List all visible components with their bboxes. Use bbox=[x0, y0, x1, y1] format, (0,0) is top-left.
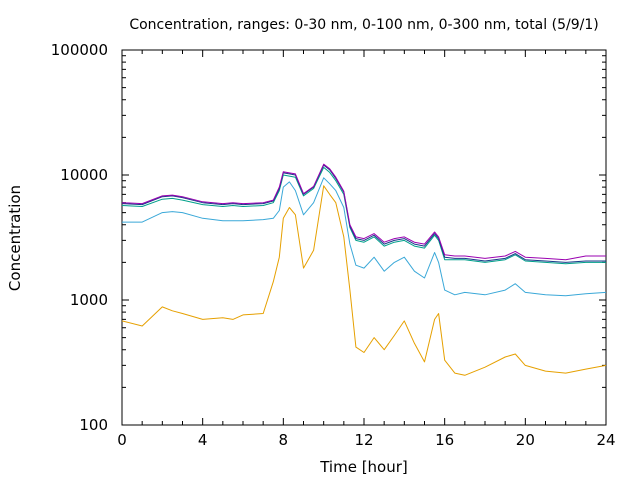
tick-labels: 0 4 8 12 16 20 24 100 1000 10000 100000 bbox=[51, 41, 616, 449]
chart-title: Concentration, ranges: 0-30 nm, 0-100 nm… bbox=[129, 17, 598, 33]
x-tick-label: 8 bbox=[279, 431, 289, 449]
x-axis-label: Time [hour] bbox=[319, 458, 408, 476]
x-tick-label: 4 bbox=[198, 431, 208, 449]
x-tick-label: 0 bbox=[117, 431, 127, 449]
axis-ticks bbox=[121, 49, 607, 426]
series-line-2 bbox=[122, 177, 607, 297]
x-tick-label: 16 bbox=[435, 431, 454, 449]
y-tick-label: 1000 bbox=[70, 291, 108, 309]
y-tick-label: 10000 bbox=[60, 166, 108, 184]
plot-frame bbox=[121, 49, 607, 426]
x-tick-label: 12 bbox=[354, 431, 373, 449]
series-line-5 bbox=[121, 163, 606, 261]
series-line-3 bbox=[121, 166, 606, 265]
y-axis-label: Concentration bbox=[6, 185, 24, 291]
series-line-1 bbox=[121, 185, 607, 376]
y-tick-label: 100 bbox=[79, 416, 108, 434]
x-tick-label: 20 bbox=[516, 431, 535, 449]
series-layer bbox=[121, 163, 607, 376]
series-line-4 bbox=[121, 164, 606, 263]
x-tick-label: 24 bbox=[596, 431, 615, 449]
y-tick-label: 100000 bbox=[51, 41, 108, 59]
